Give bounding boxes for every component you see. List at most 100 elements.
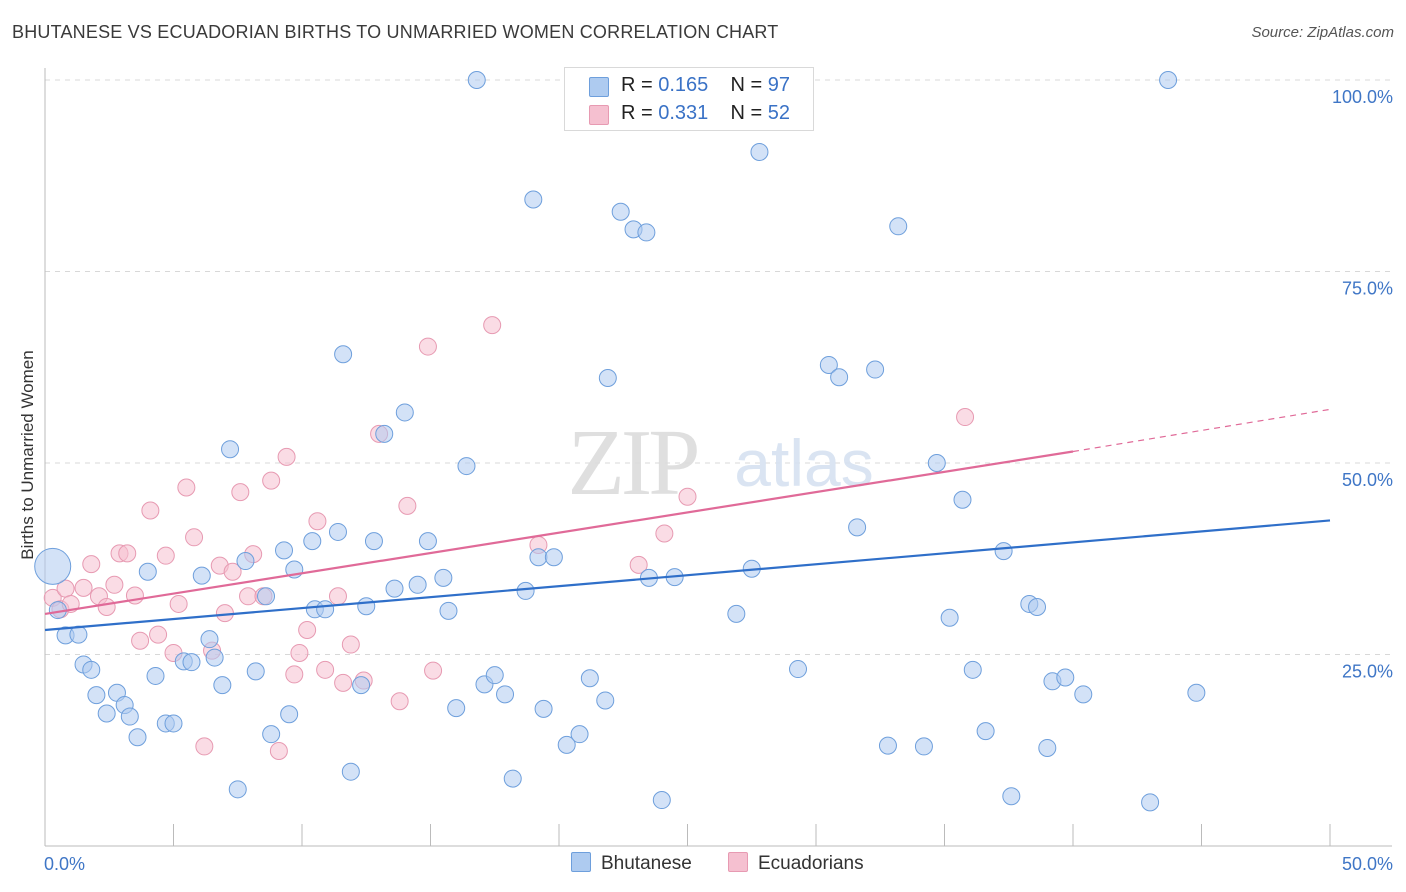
- bhutanese-point: [457, 457, 476, 476]
- watermark-zip: ZIP: [568, 411, 698, 515]
- bhutanese-legend-swatch: [571, 852, 591, 872]
- trend-lines: [44, 408, 1331, 632]
- bhutanese-point: [246, 662, 265, 681]
- bhutanese-point: [262, 725, 281, 744]
- ecuadorian-point: [290, 643, 309, 662]
- ecuadorian-point: [956, 408, 975, 427]
- ecuadorian-point: [269, 742, 288, 761]
- ecuadorian-point: [97, 598, 116, 617]
- bhutanese-point: [128, 728, 147, 747]
- ecuadorian-point: [195, 737, 214, 756]
- bottom-legend-bhutanese: Bhutanese: [571, 852, 692, 875]
- bhutanese-point: [418, 532, 437, 551]
- bhutanese-point: [529, 548, 548, 567]
- bhutanese-point: [503, 769, 522, 788]
- bhutanese-point: [976, 722, 995, 741]
- legend-n-label: N =: [730, 102, 763, 124]
- bhutanese-point: [439, 601, 458, 620]
- bhutanese-point: [182, 653, 201, 672]
- ecuadorian-point: [629, 555, 648, 574]
- legend-r-label: R =: [621, 74, 653, 96]
- bhutanese-point: [637, 223, 656, 242]
- bhutanese-point: [120, 707, 139, 726]
- bhutanese-point: [1028, 598, 1047, 617]
- ecuadorian-point: [185, 528, 204, 547]
- bhutanese-point: [334, 345, 353, 364]
- bhutanese-point: [192, 566, 211, 585]
- bhutanese-swatch: [589, 77, 609, 97]
- y-tick-label: 25.0%: [1342, 662, 1393, 682]
- gridlines: [45, 79, 1392, 655]
- bhutanese-point: [963, 660, 982, 679]
- bhutanese-point: [364, 532, 383, 551]
- ecuadorian-point: [141, 501, 160, 520]
- bhutanese-point: [316, 600, 335, 619]
- bhutanese-point: [830, 368, 849, 387]
- bhutanese-point: [205, 648, 224, 667]
- bhutanese-point: [138, 562, 157, 581]
- bhutanese-point: [940, 608, 959, 627]
- ecuadorian-point: [149, 625, 168, 644]
- bhutanese-point: [395, 403, 414, 422]
- chart-title: BHUTANESE VS ECUADORIAN BIRTHS TO UNMARR…: [12, 22, 779, 42]
- bhutanese-points: [34, 71, 1206, 812]
- bhutanese-point: [516, 581, 535, 600]
- ecuadorians-legend-label: Ecuadorians: [758, 853, 864, 874]
- bhutanese-point: [87, 686, 106, 705]
- ecuadorian-point: [231, 483, 250, 502]
- bhutanese-point: [236, 552, 255, 571]
- bhutanese-point: [164, 714, 183, 733]
- y-tick-label: 100.0%: [1332, 87, 1393, 107]
- ecuadorian-trend-extension: [1072, 408, 1331, 453]
- bhutanese-point: [34, 547, 72, 585]
- bhutanese-point: [228, 780, 247, 799]
- bhutanese-point: [1141, 793, 1160, 812]
- bhutanese-point: [819, 355, 838, 374]
- bhutanese-point: [596, 691, 615, 710]
- y-axis-label: Births to Unmarried Women: [18, 350, 37, 560]
- ecuadorian-point: [169, 594, 188, 613]
- ecuadorian-point: [655, 524, 674, 543]
- ecuadorian-point: [308, 512, 327, 531]
- bhutanese-point: [97, 704, 116, 723]
- x-tick-label-max: 50.0%: [1342, 854, 1393, 874]
- ecuadorian-point: [341, 635, 360, 654]
- watermark-atlas: atlas: [734, 426, 873, 500]
- bhutanese-point: [467, 71, 486, 89]
- ecuadorian-point: [118, 544, 137, 563]
- ecuadorian-point: [82, 555, 101, 574]
- ecuadorian-point: [285, 665, 304, 684]
- legend-r-label: R =: [621, 102, 653, 124]
- bhutanese-legend-label: Bhutanese: [601, 853, 692, 874]
- bhutanese-point: [275, 541, 294, 560]
- bhutanese-point: [1038, 738, 1057, 757]
- legend-n-value-bhutanese: 97: [767, 74, 791, 96]
- ecuadorian-point: [424, 661, 443, 680]
- legend-n-value-ecuadorians: 52: [767, 102, 791, 124]
- bhutanese-point: [1002, 787, 1021, 806]
- bhutanese-point: [328, 522, 347, 541]
- bhutanese-point: [1056, 668, 1075, 687]
- bhutanese-point: [994, 542, 1013, 561]
- y-tick-label: 75.0%: [1342, 279, 1393, 299]
- ecuadorian-point: [328, 587, 347, 606]
- ecuadorian-point: [131, 631, 150, 650]
- bhutanese-point: [889, 217, 908, 236]
- bhutanese-point: [447, 699, 466, 718]
- bhutanese-point: [534, 699, 553, 718]
- ecuadorian-point: [298, 620, 317, 639]
- ecuadorian-point: [334, 673, 353, 692]
- bhutanese-point: [914, 737, 933, 756]
- bhutanese-point: [280, 705, 299, 724]
- x-tick-label-min: 0.0%: [44, 854, 85, 874]
- bhutanese-point: [598, 368, 617, 387]
- ecuadorian-point: [177, 478, 196, 497]
- bhutanese-point: [375, 424, 394, 443]
- bhutanese-point: [866, 360, 885, 379]
- bhutanese-point: [213, 676, 232, 695]
- bhutanese-point: [652, 791, 671, 810]
- ecuadorian-point: [316, 660, 335, 679]
- watermark: ZIP atlas: [568, 411, 874, 515]
- bhutanese-point: [750, 143, 769, 162]
